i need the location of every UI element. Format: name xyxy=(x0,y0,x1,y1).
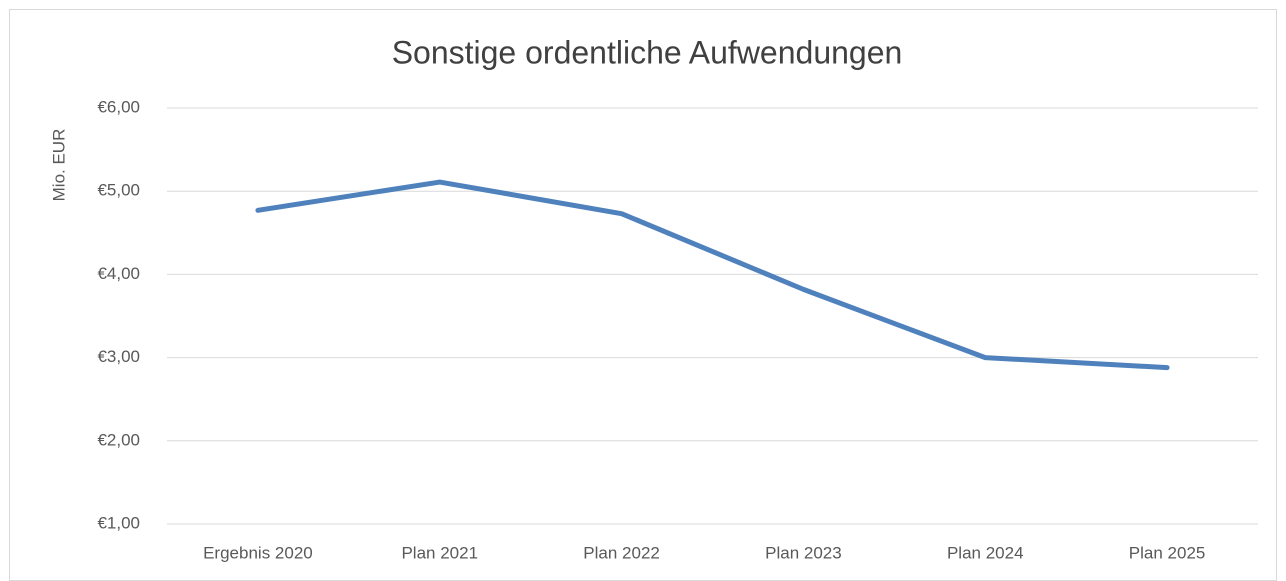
y-tick-label: €1,00 xyxy=(97,513,140,532)
y-tick-label: €3,00 xyxy=(97,347,140,366)
x-tick-label: Plan 2021 xyxy=(401,543,478,562)
line-series xyxy=(255,179,1170,371)
x-tick-label: Plan 2024 xyxy=(947,543,1024,562)
x-tick-label: Plan 2025 xyxy=(1129,543,1206,562)
y-tick-label: €2,00 xyxy=(97,430,140,449)
chart-border xyxy=(9,9,1277,581)
x-tick-label: Ergebnis 2020 xyxy=(203,543,313,562)
y-axis-title: Mio. EUR xyxy=(49,129,68,202)
y-tick-label: €4,00 xyxy=(97,264,140,283)
x-tick-label: Plan 2022 xyxy=(583,543,660,562)
x-tick-label: Plan 2023 xyxy=(765,543,842,562)
y-tick-label: €6,00 xyxy=(97,97,140,116)
chart-title: Sonstige ordentliche Aufwendungen xyxy=(392,34,903,70)
y-tick-label: €5,00 xyxy=(97,181,140,200)
